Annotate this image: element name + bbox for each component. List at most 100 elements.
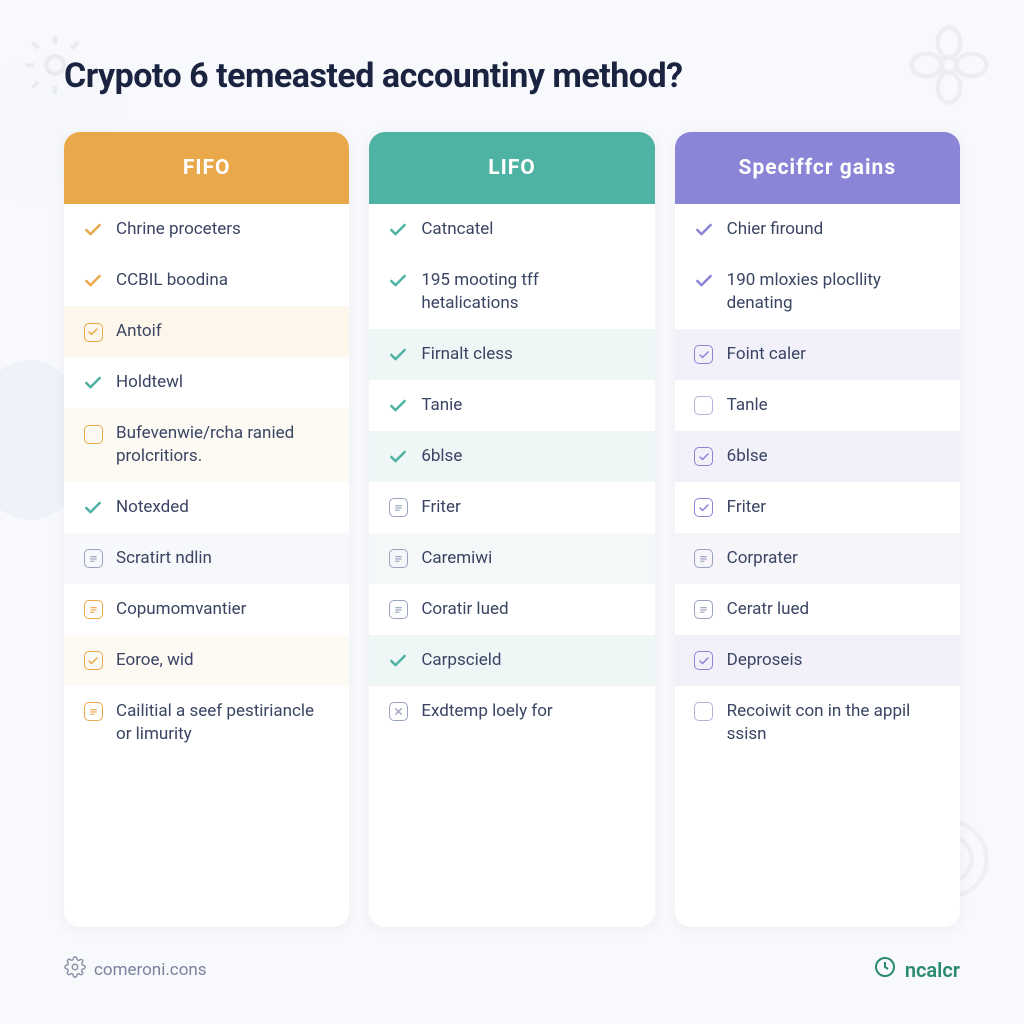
feature-row: 195 mooting tff hetalications: [369, 255, 654, 329]
feature-row: Chrine proceters: [64, 204, 349, 255]
doc-box-icon: [82, 599, 104, 621]
feature-label: Foint caler: [727, 343, 942, 366]
feature-row: Cailitial a seef pestiriancle or limurit…: [64, 686, 349, 760]
feature-label: Holdtewl: [116, 371, 331, 394]
empty-box-icon: [693, 395, 715, 417]
feature-row: CCBIL boodina: [64, 255, 349, 306]
feature-label: Chier firound: [727, 218, 942, 241]
feature-label: 190 mloxies plocllity denating: [727, 269, 942, 315]
check-icon: [82, 270, 104, 292]
feature-row: Friter: [369, 482, 654, 533]
feature-label: Tanle: [727, 394, 942, 417]
feature-label: CCBIL boodina: [116, 269, 331, 292]
feature-row: Holdtewl: [64, 357, 349, 408]
feature-label: Ceratr lued: [727, 598, 942, 621]
feature-label: Scratirt ndlin: [116, 547, 331, 570]
feature-label: 6blse: [421, 445, 636, 468]
footer-right-text: ncalcr: [905, 958, 960, 982]
feature-row: Eoroe, wid: [64, 635, 349, 686]
column-body: Chrine proceters CCBIL boodina Antoif Holdt…: [64, 204, 349, 927]
check-box-icon: [693, 497, 715, 519]
check-box-icon: [82, 650, 104, 672]
column-lifo: LIFO Catncatel 195 mooting tff hetalicatio…: [369, 132, 654, 927]
feature-label: Coratir lued: [421, 598, 636, 621]
check-box-icon: [693, 446, 715, 468]
check-icon: [693, 219, 715, 241]
feature-label: Catncatel: [421, 218, 636, 241]
feature-row: Friter: [675, 482, 960, 533]
feature-row: Exdtemp loely for: [369, 686, 654, 737]
feature-row: 6blse: [675, 431, 960, 482]
circle-icon: [873, 955, 897, 984]
feature-row: Scratirt ndlin: [64, 533, 349, 584]
page-container: Crypoto 6 temeasted accountiny method? F…: [0, 0, 1024, 1024]
feature-row: Firnalt cless: [369, 329, 654, 380]
doc-box-icon: [693, 599, 715, 621]
check-icon: [387, 344, 409, 366]
feature-row: Caremiwi: [369, 533, 654, 584]
feature-label: Friter: [727, 496, 942, 519]
feature-row: Deproseis: [675, 635, 960, 686]
feature-label: Corprater: [727, 547, 942, 570]
check-icon: [82, 372, 104, 394]
comparison-columns: FIFO Chrine proceters CCBIL boodina Antoif H…: [64, 132, 960, 927]
feature-row: Chier firound: [675, 204, 960, 255]
feature-label: Recoiwit con in the appil ssisn: [727, 700, 942, 746]
column-header: FIFO: [64, 132, 349, 204]
feature-row: Tanle: [675, 380, 960, 431]
check-icon: [387, 650, 409, 672]
column-specific: Speciffcr gains Chier firound 190 mloxies …: [675, 132, 960, 927]
check-icon: [387, 270, 409, 292]
feature-row: Tanie: [369, 380, 654, 431]
footer-right: ncalcr: [873, 955, 960, 984]
feature-label: Notexded: [116, 496, 331, 519]
footer-left-text: comeroni.cons: [94, 960, 207, 980]
column-header: LIFO: [369, 132, 654, 204]
column-header: Speciffcr gains: [675, 132, 960, 204]
feature-row: Corprater: [675, 533, 960, 584]
feature-label: Deproseis: [727, 649, 942, 672]
feature-label: Antoif: [116, 320, 331, 343]
feature-row: Catncatel: [369, 204, 654, 255]
feature-label: Exdtemp loely for: [421, 700, 636, 723]
feature-row: 6blse: [369, 431, 654, 482]
empty-box-icon: [82, 423, 104, 445]
feature-row: Carpscield: [369, 635, 654, 686]
feature-row: 190 mloxies plocllity denating: [675, 255, 960, 329]
doc-box-icon: [387, 548, 409, 570]
page-title: Crypoto 6 temeasted accountiny method?: [64, 56, 960, 96]
feature-label: 195 mooting tff hetalications: [421, 269, 636, 315]
check-box-icon: [82, 321, 104, 343]
feature-row: Foint caler: [675, 329, 960, 380]
feature-row: Copumomvantier: [64, 584, 349, 635]
feature-row: Recoiwit con in the appil ssisn: [675, 686, 960, 760]
doc-box-icon: [82, 701, 104, 723]
feature-label: Eoroe, wid: [116, 649, 331, 672]
column-fifo: FIFO Chrine proceters CCBIL boodina Antoif H…: [64, 132, 349, 927]
feature-label: Carpscield: [421, 649, 636, 672]
footer: comeroni.cons ncalcr: [64, 927, 960, 984]
x-box-icon: [387, 701, 409, 723]
feature-label: Bufevenwie/rcha ranied prolcritiors.: [116, 422, 331, 468]
doc-box-icon: [82, 548, 104, 570]
check-icon: [387, 219, 409, 241]
feature-label: Tanie: [421, 394, 636, 417]
column-body: Chier firound 190 mloxies plocllity denat…: [675, 204, 960, 927]
feature-label: Caremiwi: [421, 547, 636, 570]
doc-box-icon: [387, 497, 409, 519]
feature-row: Antoif: [64, 306, 349, 357]
check-box-icon: [693, 344, 715, 366]
empty-box-icon: [693, 701, 715, 723]
feature-label: Firnalt cless: [421, 343, 636, 366]
feature-row: Ceratr lued: [675, 584, 960, 635]
footer-left: comeroni.cons: [64, 956, 207, 983]
doc-box-icon: [387, 599, 409, 621]
feature-row: Coratir lued: [369, 584, 654, 635]
feature-label: Cailitial a seef pestiriancle or limurit…: [116, 700, 331, 746]
feature-row: Notexded: [64, 482, 349, 533]
check-icon: [82, 219, 104, 241]
gear-icon: [64, 956, 86, 983]
column-body: Catncatel 195 mooting tff hetalications Fi…: [369, 204, 654, 927]
check-icon: [82, 497, 104, 519]
feature-label: Chrine proceters: [116, 218, 331, 241]
